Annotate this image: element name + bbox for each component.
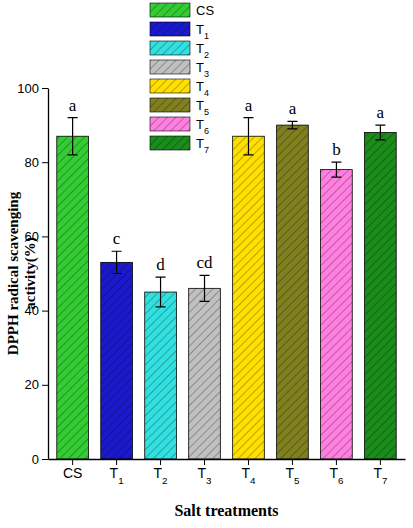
x-axis-title: Salt treatments xyxy=(174,502,278,519)
x-tick: CS xyxy=(63,459,82,481)
y-axis-title-line: DPPH radical scavenging xyxy=(5,191,21,355)
significance-letter: b xyxy=(332,140,341,159)
x-tick: T1 xyxy=(110,459,124,485)
legend-entry: T5 xyxy=(150,98,209,117)
x-tick: T2 xyxy=(154,459,168,485)
significance-letter: a xyxy=(289,99,297,118)
significance-letter: a xyxy=(377,103,385,122)
x-tick-label: T4 xyxy=(241,465,256,486)
error-bar xyxy=(375,125,385,140)
y-tick: 20 xyxy=(25,377,48,392)
legend-swatch xyxy=(150,98,190,112)
legend-entry: T4 xyxy=(150,79,209,98)
significance-letter: a xyxy=(69,96,77,115)
legend-swatch xyxy=(150,41,190,55)
y-axis-title: DPPH radical scavengingactivity(%) xyxy=(5,191,39,355)
error-bar xyxy=(112,251,122,273)
legend-entry: T2 xyxy=(150,41,209,60)
x-tick-label: T5 xyxy=(285,465,300,486)
y-tick: 80 xyxy=(25,155,48,170)
legend-label: T3 xyxy=(196,60,209,79)
x-tick-label: T2 xyxy=(154,465,168,486)
x-tick: T6 xyxy=(329,459,344,485)
error-bar xyxy=(200,275,210,301)
x-tick: T7 xyxy=(373,459,387,485)
legend-swatch xyxy=(150,3,190,17)
y-tick-mark xyxy=(42,385,48,386)
legend-entry: CS xyxy=(150,3,214,18)
y-axis: 020406080100 xyxy=(17,81,48,467)
x-tick-label: CS xyxy=(63,465,82,481)
bar xyxy=(57,136,89,459)
x-tick: T5 xyxy=(285,459,300,485)
y-tick: 0 xyxy=(32,452,48,467)
legend-label: T5 xyxy=(196,98,209,117)
y-tick-mark xyxy=(42,311,48,312)
legend-label: T1 xyxy=(196,22,209,41)
significance-letter: d xyxy=(156,255,165,274)
y-tick-mark xyxy=(42,236,48,237)
x-tick: T3 xyxy=(198,459,213,485)
y-tick-label: 20 xyxy=(25,377,39,392)
chart: acdcdaaba020406080100CST1T2T3T4T5T6T7DPP… xyxy=(0,0,413,528)
significance-letter: a xyxy=(245,96,253,115)
bar xyxy=(233,136,265,459)
bar xyxy=(101,262,133,459)
legend-swatch xyxy=(150,22,190,36)
x-tick-label: T6 xyxy=(329,465,344,486)
x-tick: T4 xyxy=(241,459,256,485)
legend-swatch xyxy=(150,117,190,131)
bar xyxy=(321,170,353,459)
error-bar xyxy=(156,277,166,307)
error-bar xyxy=(331,162,341,177)
legend-label: CS xyxy=(196,3,214,18)
legend-swatch xyxy=(150,79,190,93)
y-tick-label: 0 xyxy=(32,452,39,467)
y-tick-mark xyxy=(42,88,48,89)
bar xyxy=(277,125,309,459)
legend-entry: T1 xyxy=(150,22,209,41)
legend-label: T7 xyxy=(196,136,209,155)
error-bar xyxy=(243,118,253,155)
legend-entry: T6 xyxy=(150,117,209,136)
legend-label: T2 xyxy=(196,41,209,60)
bars xyxy=(57,118,396,459)
legend-swatch xyxy=(150,60,190,74)
legend-entry: T7 xyxy=(150,136,209,155)
y-tick-mark xyxy=(42,459,48,460)
x-tick-label: T7 xyxy=(373,465,387,486)
x-tick-label: T3 xyxy=(198,465,213,486)
legend-label: T4 xyxy=(196,79,209,98)
bar xyxy=(189,288,221,459)
error-bar xyxy=(287,121,297,128)
y-tick-mark xyxy=(42,162,48,163)
legend-swatch xyxy=(150,136,190,150)
legend: CS T1T2T3T4T5T6T7 xyxy=(150,3,214,155)
legend-label: T6 xyxy=(196,117,209,136)
bar xyxy=(145,292,177,459)
y-axis-title-line: activity(%) xyxy=(22,237,39,309)
y-tick-label: 100 xyxy=(17,81,39,96)
error-bar xyxy=(68,118,78,155)
x-tick-label: T1 xyxy=(110,465,124,486)
legend-entry: T3 xyxy=(150,60,209,79)
x-axis: CS T1 T2 T3 T4 T5 T6 T7 xyxy=(49,459,406,485)
significance-letter: cd xyxy=(196,253,213,272)
y-tick-label: 80 xyxy=(25,155,39,170)
y-tick: 100 xyxy=(17,81,48,96)
significance-letter: c xyxy=(113,229,121,248)
bar xyxy=(365,133,397,459)
plot: acdcdaaba020406080100CST1T2T3T4T5T6T7 xyxy=(17,81,405,486)
x-axis-line xyxy=(49,459,406,460)
y-axis-line xyxy=(48,89,49,460)
